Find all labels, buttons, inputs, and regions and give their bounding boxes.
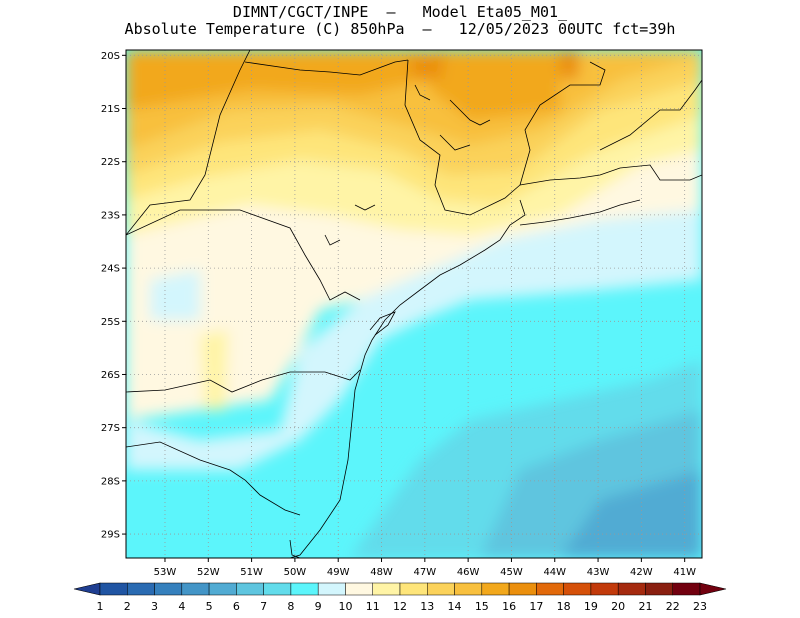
colorbar-segment — [508, 582, 537, 596]
lat-tick-label: 26S — [101, 370, 120, 381]
colorbar-segment — [263, 582, 292, 596]
chart-title: DIMNT/CGCT/INPE – Model Eta05_M01_ — [232, 3, 568, 21]
colorbar-segment — [317, 582, 346, 596]
colorbar-segment — [181, 582, 210, 596]
colorbar-label: 18 — [557, 600, 571, 613]
colorbar-label: 15 — [475, 600, 489, 613]
colorbar-label: 3 — [151, 600, 158, 613]
colorbar-segment — [645, 582, 673, 596]
colorbar-label: 14 — [448, 600, 462, 613]
lon-tick-label: 47W — [414, 567, 437, 578]
colorbar-label: 17 — [529, 600, 543, 613]
map-frame — [125, 49, 703, 559]
colorbar-label: 5 — [206, 600, 213, 613]
colorbar-label: 12 — [393, 600, 407, 613]
colorbar-segment — [399, 582, 428, 596]
colorbar-label: 13 — [420, 600, 434, 613]
colorbar-segment — [481, 582, 510, 596]
colorbar-segment — [563, 582, 592, 596]
lat-tick-label: 27S — [101, 423, 120, 434]
colorbar-label: 16 — [502, 600, 516, 613]
chart-subtitle: Absolute Temperature (C) 850hPa – 12/05/… — [124, 20, 676, 38]
lat-tick-label: 20S — [101, 51, 120, 62]
colorbar-segment — [154, 582, 183, 596]
lon-tick-label: 43W — [587, 567, 610, 578]
lat-tick-label: 29S — [101, 530, 120, 541]
lon-tick-label: 50W — [284, 567, 307, 578]
colorbar-segment — [672, 582, 701, 596]
colorbar-segment — [617, 582, 646, 596]
colorbar-label: 1 — [97, 600, 104, 613]
lon-tick-label: 46W — [457, 567, 480, 578]
colorbar-segment — [536, 582, 564, 596]
colorbar-segment — [590, 582, 619, 596]
lat-tick-label: 22S — [101, 157, 120, 168]
colorbar-low-arrow — [73, 582, 101, 596]
longitude-axis: 53W 52W 51W 50W 49W 48W 47W 46W 45W 44W 43W 42W 41W — [154, 558, 696, 578]
lon-tick-label: 41W — [673, 567, 696, 578]
colorbar-segment — [427, 582, 455, 596]
colorbar-label: 2 — [124, 600, 131, 613]
colorbar-label: 8 — [287, 600, 294, 613]
colorbar-label: 4 — [178, 600, 185, 613]
colorbar-segment — [290, 582, 319, 596]
lon-tick-label: 48W — [370, 567, 393, 578]
coastline-borders — [126, 50, 702, 558]
colorbar: 1 2 3 4 5 6 7 8 9 10 11 12 13 14 15 16 17 18 19 20 21 22 23 — [73, 582, 727, 613]
colorbar-segment — [345, 582, 373, 596]
colorbar-segment — [236, 582, 264, 596]
lon-tick-label: 44W — [543, 567, 566, 578]
latitude-axis: 20S 21S 22S 23S 24S 25S 26S 27S 28S 29S — [101, 51, 126, 541]
lon-tick-label: 42W — [630, 567, 653, 578]
colorbar-label: 20 — [611, 600, 625, 613]
colorbar-segment — [372, 582, 401, 596]
colorbar-label: 19 — [584, 600, 598, 613]
temperature-field — [126, 50, 702, 558]
lon-tick-label: 45W — [500, 567, 523, 578]
lat-tick-label: 25S — [101, 317, 120, 328]
colorbar-segment — [454, 582, 483, 596]
lon-tick-label: 53W — [154, 567, 177, 578]
colorbar-label: 7 — [260, 600, 267, 613]
colorbar-label: 9 — [315, 600, 322, 613]
lon-tick-label: 52W — [197, 567, 220, 578]
lat-tick-label: 28S — [101, 476, 120, 487]
lon-tick-label: 49W — [327, 567, 350, 578]
lon-tick-label: 51W — [240, 567, 263, 578]
colorbar-segment — [127, 582, 155, 596]
colorbar-segment — [99, 582, 128, 596]
colorbar-label: 11 — [366, 600, 380, 613]
colorbar-label: 21 — [638, 600, 652, 613]
lat-tick-label: 24S — [101, 264, 120, 275]
colorbar-high-arrow — [699, 582, 727, 596]
grid-lines — [126, 50, 702, 558]
colorbar-label: 10 — [338, 600, 352, 613]
colorbar-label: 22 — [666, 600, 680, 613]
colorbar-label: 6 — [233, 600, 240, 613]
colorbar-segment — [208, 582, 237, 596]
colorbar-label: 23 — [693, 600, 707, 613]
lat-tick-label: 23S — [101, 210, 120, 221]
lat-tick-label: 21S — [101, 104, 120, 115]
